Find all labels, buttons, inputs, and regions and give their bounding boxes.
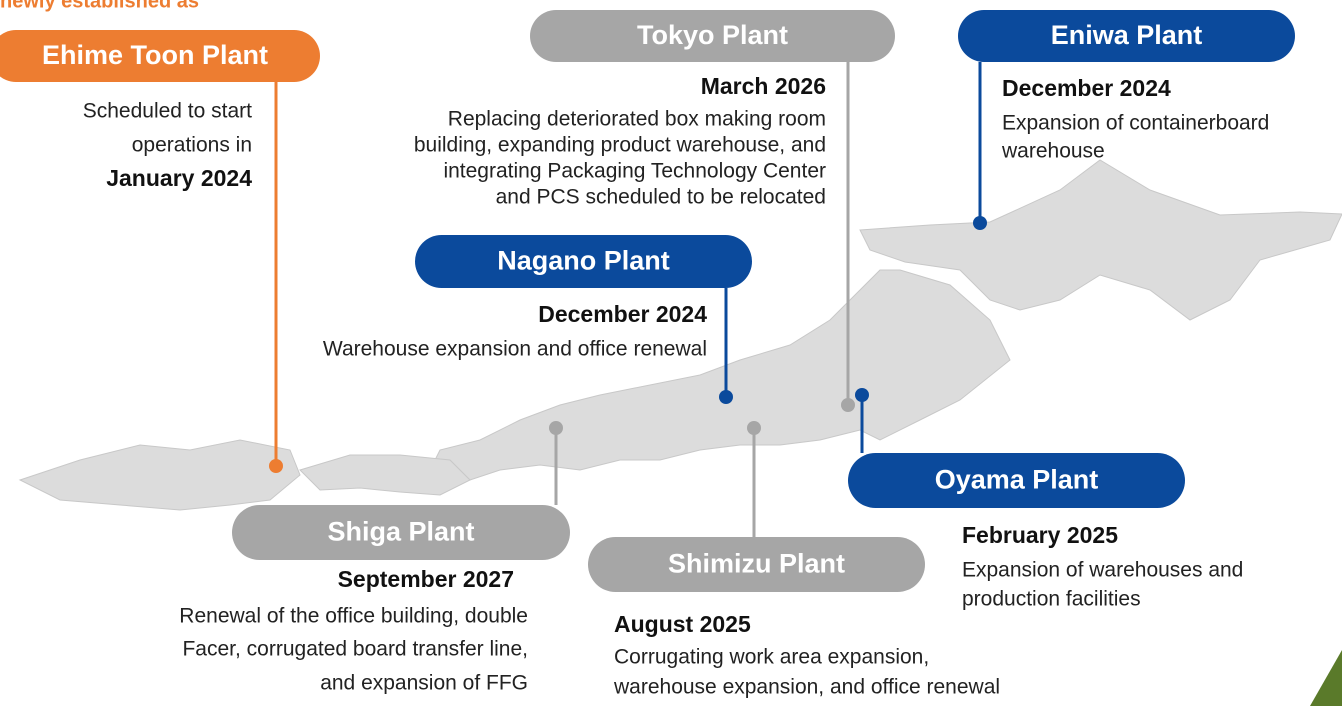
plant-date: February 2025 [962, 522, 1118, 548]
kyushu [18, 439, 301, 511]
plant-date: September 2027 [338, 566, 514, 592]
plant-label-bg [958, 10, 1295, 62]
plant-description: Replacing deteriorated box making room [448, 108, 826, 131]
plant-label-bg [848, 453, 1185, 508]
plant-description: integrating Packaging Technology Center [443, 160, 826, 183]
plant-label-bg [415, 235, 752, 288]
plant-name: Nagano Plant [497, 246, 670, 276]
plant-label-bg [588, 537, 925, 592]
location-dot [719, 390, 733, 404]
plant-description: Renewal of the office building, double [179, 605, 528, 628]
plant-description: warehouse [1001, 140, 1105, 163]
plant-date: December 2024 [538, 301, 707, 327]
location-dot [269, 459, 283, 473]
plant-label-bg [0, 30, 320, 82]
plant-description: Expansion of containerboard [1002, 112, 1269, 135]
plant-description: and expansion of FFG [320, 672, 528, 695]
plant-description: warehouse expansion, and office renewal [613, 676, 1000, 699]
corner-decoration [1310, 650, 1342, 706]
honshu [429, 269, 1011, 481]
plant-name: Ehime Toon Plant [42, 40, 268, 70]
location-dot [841, 398, 855, 412]
location-dot [549, 421, 563, 435]
plant-label-bg [232, 505, 570, 560]
plant-description: Scheduled to start [83, 100, 252, 123]
plant-name: Oyama Plant [935, 465, 1099, 495]
plant-name: Eniwa Plant [1051, 20, 1203, 50]
plant-description: building, expanding product warehouse, a… [414, 134, 826, 157]
shikoku [299, 454, 471, 496]
plant-description: Facer, corrugated board transfer line, [182, 638, 528, 661]
location-dot [855, 388, 869, 402]
plant-date: December 2024 [1002, 75, 1171, 101]
plant-description: operations in [132, 134, 252, 157]
location-dot [973, 216, 987, 230]
hokkaido [859, 159, 1342, 321]
note: newly established as [0, 0, 199, 12]
plant-date: August 2025 [614, 611, 751, 637]
location-dot [747, 421, 761, 435]
plant-description: and PCS scheduled to be relocated [496, 186, 826, 209]
plant-name: Tokyo Plant [637, 20, 788, 50]
plant-name: Shiga Plant [327, 517, 474, 547]
plant-description: Corrugating work area expansion, [614, 646, 929, 669]
plant-description: Expansion of warehouses and [962, 559, 1243, 582]
japan-map [18, 159, 1342, 511]
plant-description: Warehouse expansion and office renewal [323, 338, 707, 361]
plant-description: production facilities [962, 588, 1141, 611]
plant-date: March 2026 [701, 73, 826, 99]
plant-label-bg [530, 10, 895, 62]
plant-date: January 2024 [106, 165, 252, 191]
plant-name: Shimizu Plant [668, 549, 845, 579]
